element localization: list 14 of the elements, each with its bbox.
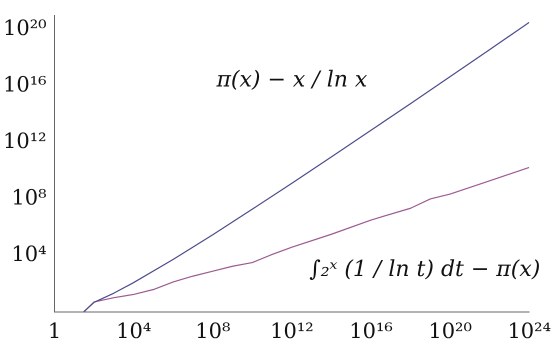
- y-tick-label: 10²⁰: [2, 16, 47, 40]
- x-tick-label: 10²⁰: [428, 318, 472, 343]
- annotation: ∫₂ˣ (1 / ln t) dt − π(x): [309, 257, 540, 282]
- x-tick-label: 10¹²: [270, 318, 314, 343]
- y-tick-label: 10⁴: [11, 242, 47, 266]
- x-tick-label: 10⁴: [116, 318, 152, 343]
- x-tick-label: 10¹⁶: [349, 318, 393, 343]
- x-tick-label: 10²⁴: [507, 318, 551, 343]
- y-tick-label: 10⁸: [11, 185, 47, 210]
- y-tick-label: 10¹²: [2, 128, 47, 153]
- x-tick-label: 1: [48, 318, 62, 343]
- y-tick-label: 10¹⁶: [2, 72, 47, 97]
- x-tick-label: 10⁸: [195, 318, 230, 343]
- annotation: π(x) − x / ln x: [215, 67, 368, 92]
